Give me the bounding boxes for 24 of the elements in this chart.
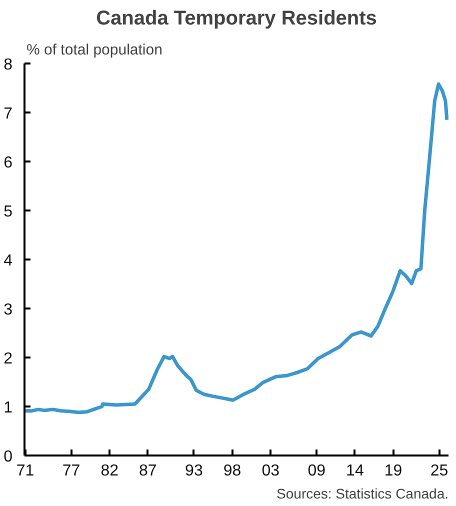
x-tick-label: 87 — [139, 462, 157, 480]
x-tick-label: 82 — [100, 462, 119, 480]
y-tick-label: 6 — [4, 154, 13, 172]
y-tick-label: 3 — [4, 302, 13, 318]
y-tick-label: 2 — [4, 350, 13, 368]
chart-subtitle: % of total population — [26, 42, 162, 58]
x-tick-label: 19 — [384, 462, 402, 480]
x-tick-label: 03 — [262, 462, 280, 480]
x-tick-label: 14 — [346, 462, 364, 480]
x-tick-label: 93 — [185, 462, 203, 480]
y-tick-label: 8 — [4, 56, 13, 74]
x-tick-label: 25 — [430, 462, 448, 480]
x-tick-label: 77 — [62, 462, 80, 480]
y-tick-label: 4 — [4, 252, 13, 270]
source-note: Sources: Statistics Canada. — [276, 486, 449, 502]
y-tick-label: 1 — [4, 400, 13, 416]
y-tick-label: 0 — [4, 448, 13, 466]
y-tick-label: 5 — [4, 204, 13, 220]
line-series — [24, 82, 448, 414]
x-tick-label: 09 — [308, 462, 326, 480]
x-tick-label: 71 — [16, 462, 34, 480]
x-tick-label: 98 — [223, 462, 242, 480]
y-tick-label: 7 — [4, 106, 13, 122]
chart-title: Canada Temporary Residents — [96, 8, 377, 30]
